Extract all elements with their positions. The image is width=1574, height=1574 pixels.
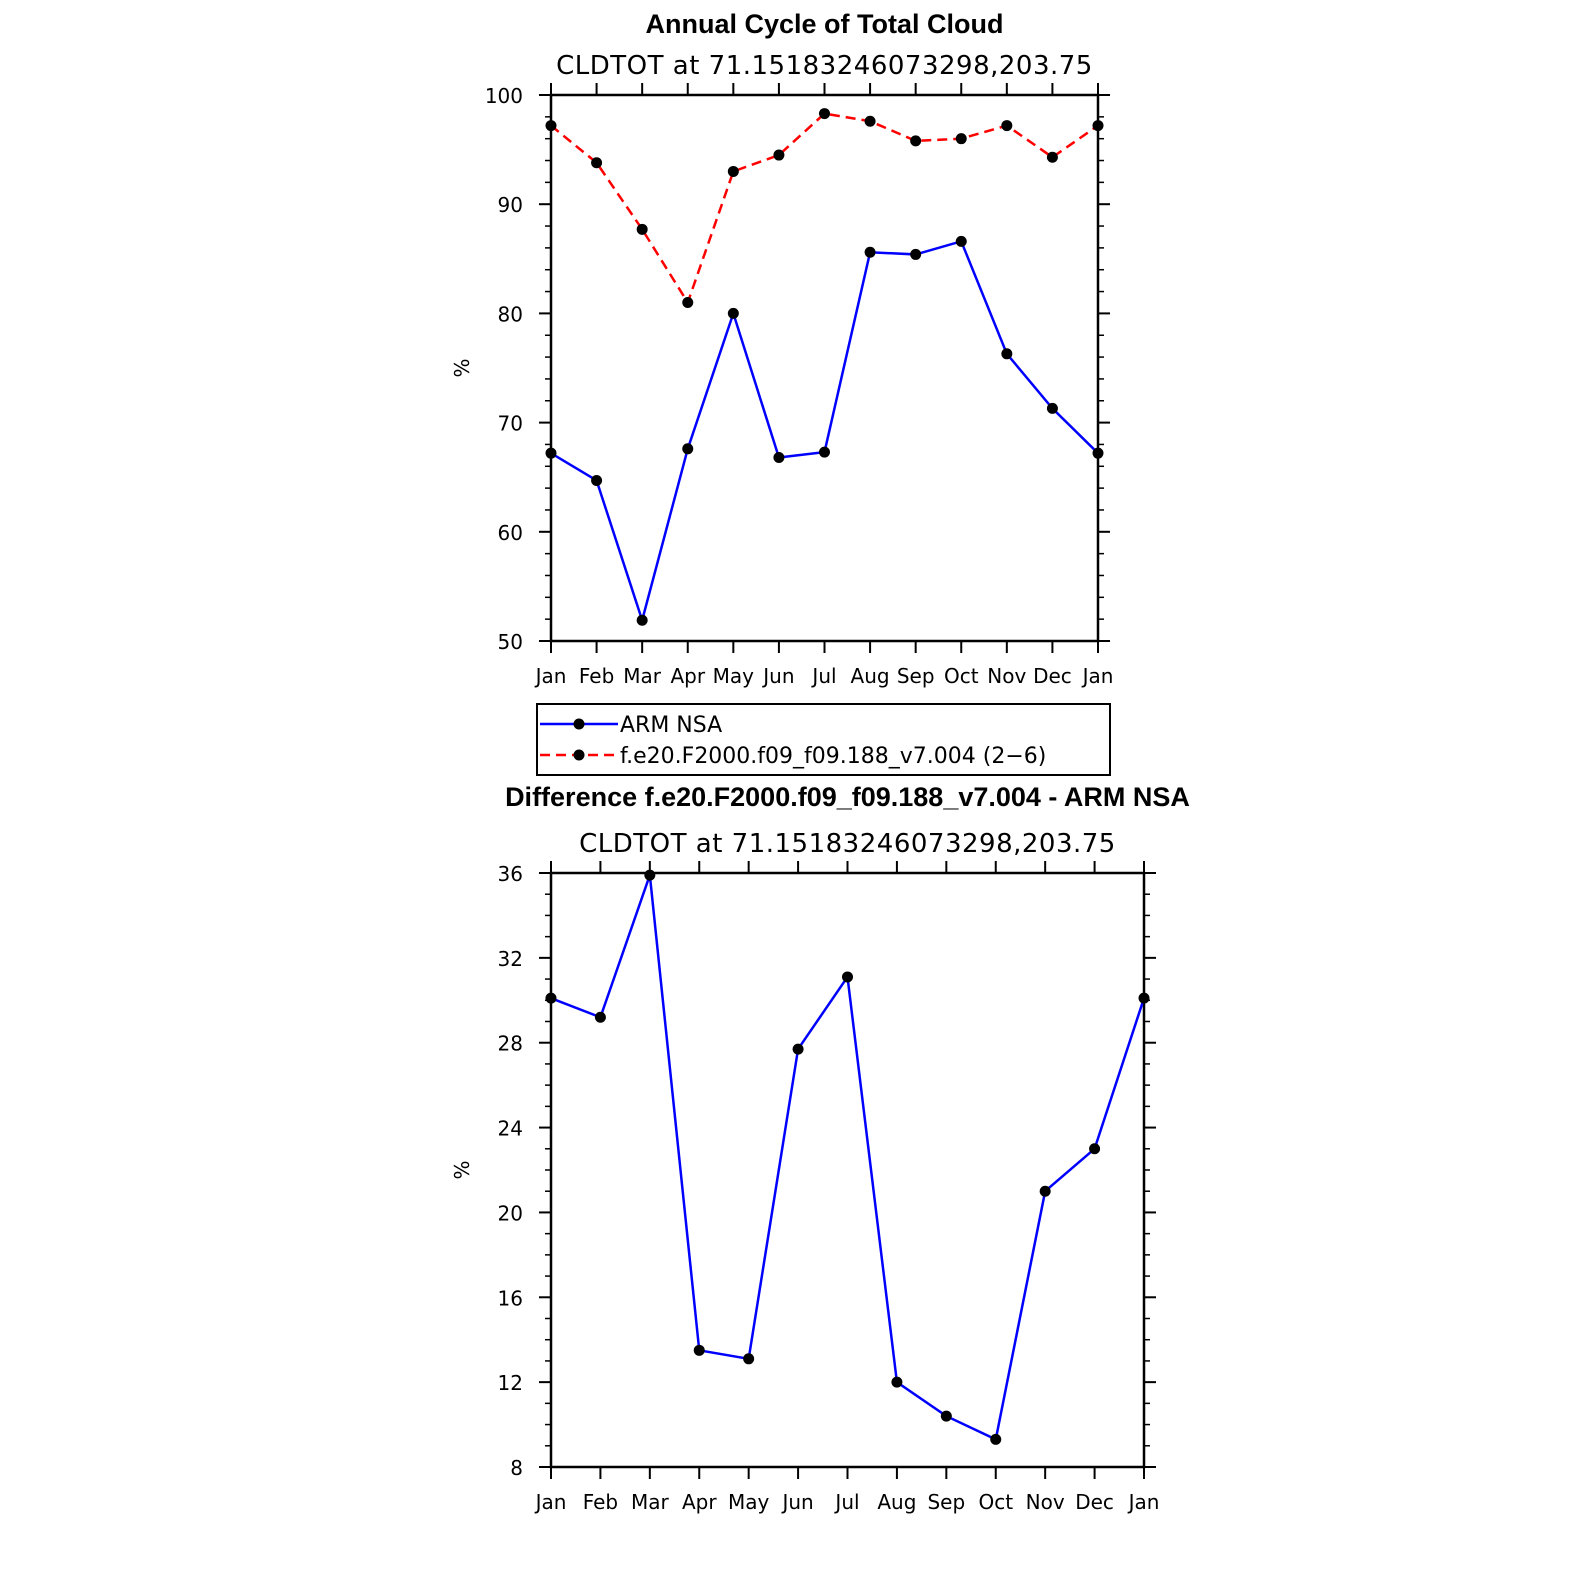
data-point <box>636 614 648 626</box>
data-point <box>773 452 785 464</box>
series-line-1 <box>550 239 1099 625</box>
data-point <box>591 474 603 486</box>
data-point <box>955 235 967 247</box>
legend-label-2: f.e20.F2000.f09_f09.188_v7.004 (2−6) <box>620 744 1046 769</box>
y-tick-label: 20 <box>498 1201 523 1225</box>
data-point <box>1001 348 1013 360</box>
x-tick-label: Dec <box>1033 664 1072 688</box>
data-point <box>842 971 853 983</box>
x-tick-label: Oct <box>944 664 979 688</box>
chart-title: Annual Cycle of Total Cloud <box>645 9 1003 39</box>
data-point <box>1001 120 1013 132</box>
x-tick-label: Feb <box>583 1490 618 1514</box>
data-point <box>682 443 694 455</box>
data-point <box>743 1353 755 1365</box>
x-tick-label: Feb <box>579 664 614 688</box>
legend-marker <box>573 718 585 730</box>
x-tick-label: Jun <box>780 1490 813 1514</box>
y-tick-label: 60 <box>498 521 523 545</box>
x-tick-label: Nov <box>987 664 1026 688</box>
legend: ARM NSA f.e20.F2000.f09_f09.188_v7.004 (2… <box>536 703 1111 776</box>
y-tick-label: 80 <box>498 302 523 326</box>
series-line-1 <box>550 874 1146 1442</box>
y-tick-label: 100 <box>485 84 523 108</box>
y-tick-label: 24 <box>498 1117 523 1141</box>
x-tick-label: May <box>728 1490 770 1514</box>
y-axis-label: % <box>450 1160 474 1179</box>
x-tick-label: Jan <box>1127 1490 1160 1514</box>
x-tick-label: Oct <box>978 1490 1013 1514</box>
x-tick-label: Mar <box>631 1490 670 1514</box>
y-tick-label: 8 <box>510 1456 523 1480</box>
x-tick-label: Mar <box>623 664 662 688</box>
data-point <box>693 1344 705 1356</box>
data-point <box>545 120 557 132</box>
data-point <box>910 135 922 147</box>
data-point <box>910 248 922 260</box>
data-point <box>819 108 830 120</box>
data-point <box>1092 447 1104 459</box>
data-point <box>545 447 557 459</box>
data-point <box>594 1011 606 1023</box>
plot-frame <box>549 93 1100 643</box>
data-point <box>727 307 739 319</box>
y-tick-label: 70 <box>498 412 523 436</box>
chart-2: Difference f.e20.F2000.f09_f09.188_v7.00… <box>450 782 1190 1514</box>
data-point <box>636 223 648 235</box>
data-point <box>1092 120 1104 132</box>
data-point <box>644 869 656 881</box>
data-point <box>955 133 967 145</box>
y-tick-label: 50 <box>498 630 523 654</box>
chart-subtitle: CLDTOT at 71.15183246073298,203.75 <box>556 51 1093 81</box>
x-tick-label: Jan <box>534 1490 567 1514</box>
data-point <box>864 246 876 258</box>
x-tick-label: Jan <box>1081 664 1114 688</box>
data-point <box>1138 992 1150 1004</box>
chart-subtitle: CLDTOT at 71.15183246073298,203.75 <box>579 829 1116 859</box>
data-point <box>1046 402 1058 414</box>
data-point <box>682 296 694 308</box>
data-point <box>792 1043 804 1055</box>
data-point <box>1089 1143 1101 1155</box>
data-point <box>864 115 876 127</box>
x-tick-label: Dec <box>1075 1490 1114 1514</box>
chart-title: Difference f.e20.F2000.f09_f09.188_v7.00… <box>505 782 1190 812</box>
y-tick-label: 90 <box>498 193 523 217</box>
x-tick-label: Aug <box>877 1490 916 1514</box>
data-point <box>891 1376 903 1388</box>
plot-frame <box>549 871 1146 1469</box>
x-tick-label: Jun <box>761 664 794 688</box>
data-point <box>591 157 603 169</box>
data-point <box>1046 151 1058 163</box>
x-tick-label: Sep <box>927 1490 965 1514</box>
y-tick-label: 32 <box>498 947 523 971</box>
data-point <box>545 992 557 1004</box>
data-point <box>727 165 739 177</box>
legend-label-1: ARM NSA <box>620 713 722 738</box>
data-point <box>773 149 785 161</box>
x-tick-label: Jul <box>810 664 836 688</box>
x-tick-label: Sep <box>897 664 935 688</box>
x-tick-label: Nov <box>1026 1490 1065 1514</box>
legend-box <box>536 703 1111 776</box>
x-tick-label: Apr <box>670 664 705 688</box>
y-tick-label: 28 <box>498 1032 523 1056</box>
chart-1: Annual Cycle of Total Cloud CLDTOT at 71.… <box>450 9 1114 776</box>
data-point <box>990 1433 1002 1445</box>
x-tick-label: Apr <box>682 1490 717 1514</box>
series-line-2 <box>550 112 1099 306</box>
y-tick-label: 12 <box>498 1371 523 1395</box>
y-tick-label: 36 <box>498 862 523 886</box>
data-point <box>940 1410 952 1422</box>
x-tick-label: Aug <box>851 664 890 688</box>
y-axis-label: % <box>450 358 474 377</box>
x-tick-label: May <box>713 664 755 688</box>
x-tick-label: Jul <box>833 1490 859 1514</box>
y-tick-label: 16 <box>498 1286 523 1310</box>
data-point <box>1039 1185 1051 1197</box>
x-tick-label: Jan <box>534 664 567 688</box>
legend-marker <box>573 749 585 761</box>
data-point <box>819 446 830 458</box>
